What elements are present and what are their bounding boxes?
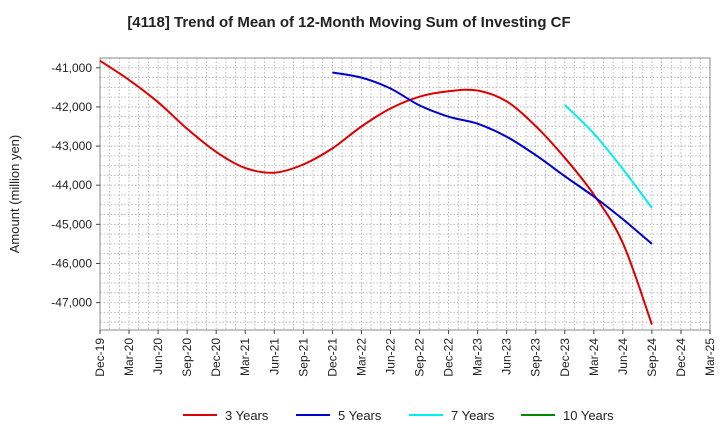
x-tick-label: Sep-23: [529, 338, 543, 377]
x-tick-label: Mar-21: [238, 338, 252, 376]
y-axis: -41,000 -42,000 -43,000 -44,000 -45,000 -46,0…: [51, 61, 100, 310]
series-line-5-years: [332, 71, 653, 245]
y-tick-label: -45,000: [51, 217, 92, 231]
x-tick-label: Sep-20: [180, 338, 194, 377]
legend-label-10-years: 10 Years: [563, 408, 614, 423]
x-tick-label: Sep-21: [296, 338, 310, 377]
x-tick-label: Jun-21: [267, 338, 281, 375]
y-tick-label: -47,000: [51, 296, 92, 310]
x-tick-label: Dec-21: [325, 338, 339, 377]
x-tick-label: Dec-22: [442, 338, 456, 377]
y-tick-label: -43,000: [51, 139, 92, 153]
y-tick-label: -41,000: [51, 61, 92, 75]
y-axis-label: Amount (million yen): [7, 135, 22, 254]
x-tick-label: Dec-23: [558, 338, 572, 377]
x-tick-label: Jun-20: [151, 338, 165, 375]
x-tick-label: Mar-25: [703, 338, 717, 376]
x-tick-label: Jun-22: [383, 338, 397, 375]
series-line-7-years: [564, 104, 653, 209]
grid-lines: [100, 58, 710, 330]
x-tick-label: Jun-24: [616, 338, 630, 375]
x-tick-label: Jun-23: [500, 338, 514, 375]
x-tick-label: Mar-22: [354, 338, 368, 376]
legend-label-5-years: 5 Years: [338, 408, 382, 423]
x-tick-label: Dec-20: [209, 338, 223, 377]
chart-title: [4118] Trend of Mean of 12-Month Moving …: [127, 14, 570, 31]
y-tick-label: -42,000: [51, 100, 92, 114]
legend-label-3-years: 3 Years: [225, 408, 269, 423]
y-tick-label: -44,000: [51, 178, 92, 192]
x-tick-label: Mar-23: [471, 338, 485, 376]
x-tick-label: Mar-24: [587, 338, 601, 376]
x-tick-label: Mar-20: [122, 338, 136, 376]
series-line-3-years: [99, 59, 653, 325]
legend: 3 Years 5 Years 7 Years 10 Years: [183, 408, 614, 423]
x-axis: Dec-19 Mar-20 Jun-20 Sep-20 Dec-20 Mar-21 Jun-…: [93, 330, 717, 377]
legend-label-7-years: 7 Years: [451, 408, 495, 423]
x-tick-label: Sep-22: [413, 338, 427, 377]
x-tick-label: Dec-24: [674, 338, 688, 377]
plot-border: [99, 57, 711, 331]
y-tick-label: -46,000: [51, 256, 92, 270]
plot-area: [100, 58, 710, 330]
x-tick-label: Sep-24: [645, 338, 659, 377]
x-tick-label: Dec-19: [93, 338, 107, 377]
series-group: [99, 59, 653, 325]
